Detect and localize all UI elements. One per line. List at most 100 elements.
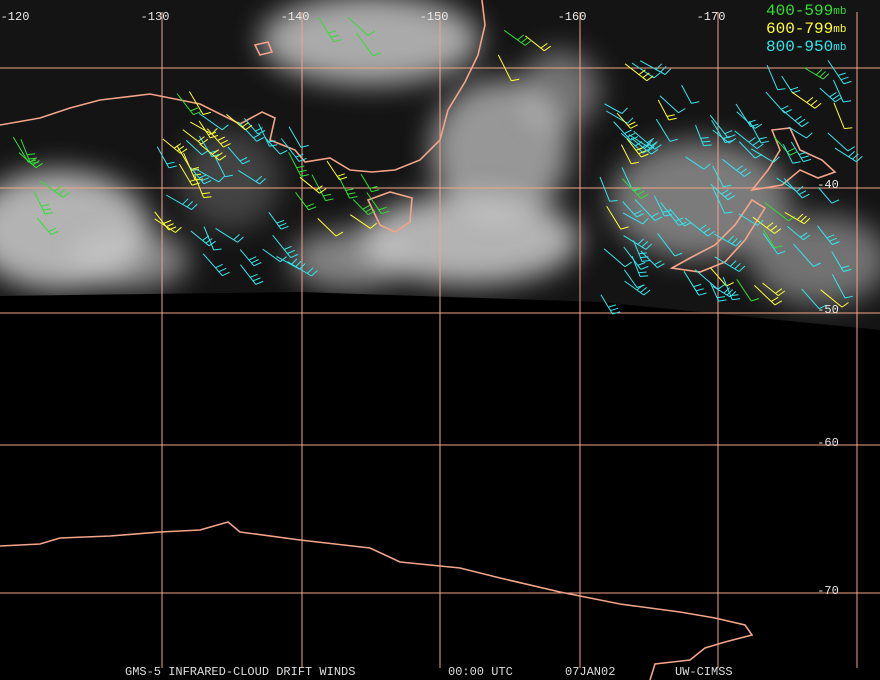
wind-barb (497, 54, 520, 82)
wind-barb (630, 137, 659, 155)
wind-barb (621, 178, 649, 199)
wind-barb (620, 132, 651, 154)
wind-barb (803, 67, 830, 80)
wind-barb (655, 118, 678, 142)
wind-barb (748, 120, 770, 144)
wind-barb (790, 141, 812, 163)
wind-barb (238, 121, 265, 142)
wind-barb (712, 188, 733, 214)
wind-barb (669, 208, 692, 227)
wind-barb (206, 128, 231, 148)
wind-barb (714, 256, 746, 272)
wind-barb (710, 267, 734, 287)
wind-barb (264, 136, 288, 155)
wind-barb (36, 217, 59, 236)
wind-barb (781, 75, 801, 94)
wind-barb (634, 199, 663, 222)
wind-barb (165, 194, 198, 211)
wind-barb (352, 199, 376, 216)
latitude-label: -70 (817, 584, 839, 598)
wind-barb (834, 147, 863, 163)
wind-barb (709, 282, 727, 302)
wind-barb (600, 294, 621, 315)
tasmania-coast (366, 191, 413, 233)
legend-entry: 800-950mb (766, 38, 846, 56)
wind-barb (831, 251, 852, 272)
wind-barb (628, 134, 657, 149)
wind-barb (783, 177, 810, 199)
wind-barb (287, 261, 318, 277)
wind-barb (239, 249, 262, 267)
wind-barb (20, 139, 39, 164)
wind-barb (752, 216, 782, 234)
wind-barb (198, 112, 229, 131)
footer: GMS-5 INFRARED-CLOUD DRIFT WINDS 00:00 U… (125, 665, 733, 679)
grid-labels: -120 -130 -140 -150 -160 -170 -40 -50 -6… (1, 10, 839, 598)
wind-barb (709, 114, 736, 139)
wind-barb (240, 264, 264, 285)
wind-barb (622, 201, 645, 218)
wind-barb (623, 246, 649, 270)
wind-barb (154, 218, 182, 233)
wind-barb (683, 271, 707, 296)
wind-barb (154, 211, 177, 231)
wind-barb (738, 141, 763, 159)
longitude-label: -160 (558, 10, 587, 24)
latitude-label: -50 (817, 303, 839, 317)
wind-barb (685, 156, 711, 170)
wind-barb (722, 158, 752, 177)
wind-barb (786, 225, 811, 241)
wind-barb (776, 177, 804, 192)
legend-entry: 600-799mb (766, 20, 846, 38)
wind-barb (214, 157, 234, 178)
wind-barb (817, 225, 840, 246)
legend-unit: mb (833, 42, 846, 54)
wind-barb (199, 143, 227, 161)
longitude-label: -170 (697, 10, 726, 24)
wind-barb (657, 233, 683, 257)
wind-barb (762, 282, 786, 297)
coastlines (0, 0, 837, 680)
wind-barb (722, 277, 741, 301)
wind-barb (350, 214, 377, 229)
wind-barb (299, 176, 327, 194)
wind-barb (326, 160, 348, 181)
wind-barb (347, 16, 376, 36)
wind-barb (226, 114, 253, 131)
wind-barb (681, 84, 700, 104)
graticule (0, 12, 880, 668)
wind-barb (18, 152, 43, 169)
longitude-label: -150 (420, 10, 449, 24)
wind-barb (736, 279, 760, 302)
wind-barb (763, 229, 783, 249)
nz-south-island (669, 198, 767, 273)
island-coast (253, 41, 274, 56)
wind-barb (185, 139, 209, 156)
wind-barb (801, 288, 827, 310)
wind-barb (660, 201, 687, 226)
wind-barb (203, 226, 222, 251)
wind-barb (268, 212, 289, 230)
wind-barb (360, 173, 380, 193)
legend-range: 400-599 (766, 2, 833, 20)
wind-barb (784, 211, 811, 225)
wind-barb (295, 192, 317, 211)
wind-barb (599, 176, 618, 202)
wind-barb (288, 152, 310, 177)
wind-barb (227, 146, 251, 165)
longitude-label: -120 (1, 10, 30, 24)
legend-entry: 400-599mb (766, 2, 846, 20)
wind-barb (818, 187, 840, 204)
wind-barb (659, 95, 686, 114)
wind-barb (355, 33, 381, 57)
wind-barb (288, 126, 309, 148)
wind-barb (639, 60, 672, 75)
legend-range: 600-799 (766, 20, 833, 38)
wind-barb (624, 63, 654, 82)
footer-source: UW-CIMSS (675, 665, 733, 679)
wind-barb (791, 91, 822, 109)
legend-range: 800-950 (766, 38, 833, 56)
wind-barb (734, 130, 764, 150)
wind-barb (831, 274, 853, 299)
